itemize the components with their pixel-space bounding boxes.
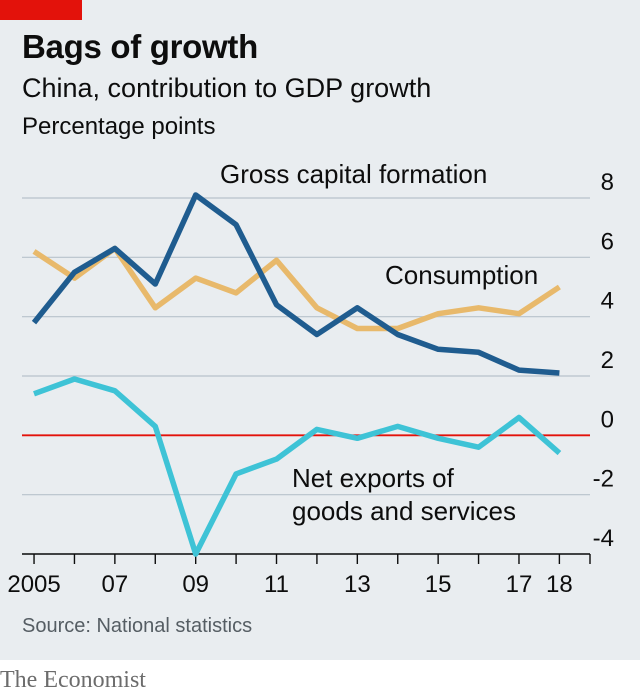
x-tick-label: 09 — [182, 571, 209, 598]
x-tick-label: 07 — [102, 571, 129, 598]
line-chart: -4 -2 0 2 4 6 8 2005 07 09 11 13 15 17 18 Gross capit… — [7, 159, 614, 598]
series-line-consumption — [32, 245, 561, 332]
series-label-net-exports-line2: goods and services — [292, 496, 516, 526]
series-line-net-exports — [33, 376, 562, 557]
x-tick-label: 15 — [425, 571, 452, 598]
series-label-net-exports-line1: Net exports of — [292, 463, 455, 493]
publisher-logo: The Economist — [0, 667, 146, 693]
x-tick-label: 11 — [264, 571, 289, 598]
x-tick-label: 13 — [344, 571, 371, 598]
series-line-gross-capital-formation — [31, 192, 560, 376]
chart-subtitle: China, contribution to GDP growth — [22, 73, 432, 103]
y-tick-label: 2 — [601, 347, 614, 374]
series-labels: Gross capital formation Consumption Net … — [220, 159, 538, 526]
y-tick-label: 6 — [601, 228, 614, 255]
y-tick-label: 0 — [601, 406, 614, 433]
x-tick-label: 17 — [506, 571, 533, 598]
y-tick-label: 8 — [601, 169, 614, 196]
chart-card: Bags of growth China, contribution to GD… — [0, 0, 640, 660]
y-tick-label: -2 — [593, 466, 614, 493]
x-tick-label: 2005 — [7, 571, 60, 598]
x-tick-label: 18 — [546, 571, 573, 598]
chart-unit-label: Percentage points — [22, 113, 216, 140]
series-label-consumption: Consumption — [385, 260, 538, 290]
y-tick-label: 4 — [601, 288, 614, 315]
series-lines — [31, 192, 562, 557]
source-note: Source: National statistics — [22, 615, 253, 637]
chart-title: Bags of growth — [22, 28, 258, 65]
brand-red-tag — [0, 0, 82, 20]
x-axis: 2005 07 09 11 13 15 17 18 — [7, 553, 591, 598]
series-label-gross-capital-formation: Gross capital formation — [220, 159, 487, 189]
y-tick-label: -4 — [593, 525, 614, 552]
